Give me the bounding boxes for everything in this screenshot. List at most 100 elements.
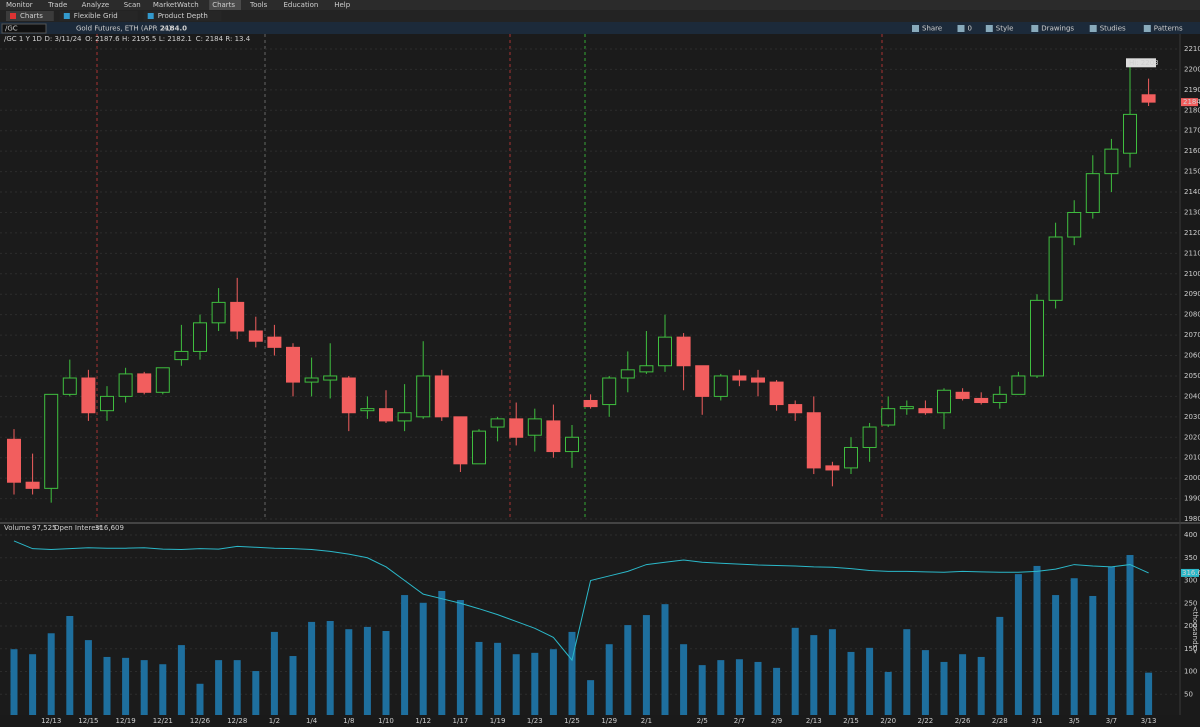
volume-bar	[1089, 595, 1097, 715]
symbol: /GC	[5, 25, 18, 33]
date-label: 1/19	[490, 717, 506, 725]
date-label: 2/22	[918, 717, 934, 725]
volume-bar	[698, 665, 706, 715]
toolbar-icon	[1089, 25, 1097, 32]
menu-item[interactable]: Scan	[124, 1, 141, 9]
volume-bar	[326, 620, 334, 715]
volume-tick-label: 200	[1184, 622, 1197, 630]
tab-icon	[147, 13, 154, 19]
candle-body	[974, 397, 989, 404]
candle-body	[676, 336, 691, 367]
candle-body	[472, 430, 486, 465]
price-tick-label: 2150	[1184, 168, 1200, 176]
volume-tick-label: 350	[1184, 554, 1197, 562]
menu-active	[209, 0, 241, 10]
toolbar-icon	[1031, 25, 1039, 32]
candle-body	[1030, 299, 1044, 377]
candle-body	[658, 336, 672, 367]
candle-body	[713, 375, 728, 397]
header-low: L: 2182.1	[159, 35, 192, 43]
toolbar-button[interactable]: Studies	[1100, 25, 1126, 33]
volume-value: 97,525	[32, 524, 57, 532]
candle-body	[341, 377, 356, 414]
tab[interactable]	[6, 11, 54, 21]
price-tick-label: 2020	[1184, 433, 1200, 441]
open-interest-line	[13, 540, 1149, 662]
volume-bar	[233, 660, 241, 715]
volume-bar	[401, 595, 409, 715]
candle-body	[360, 408, 375, 412]
toolbar-button[interactable]: Drawings	[1041, 25, 1074, 33]
price-tick-label: 2170	[1184, 127, 1200, 135]
oi-tag	[1181, 568, 1199, 577]
candle-body	[1123, 113, 1137, 154]
menu-item[interactable]: Help	[334, 1, 351, 9]
volume-tick-label: 300	[1184, 577, 1197, 585]
candle-body	[955, 391, 970, 399]
toolbar-button[interactable]: Style	[996, 25, 1014, 33]
volume-bar	[456, 600, 464, 715]
date-label: 2/15	[843, 717, 859, 725]
toolbar-button[interactable]: 0	[968, 25, 972, 33]
volume-bar	[642, 615, 650, 715]
toolbar-button[interactable]: Share	[922, 25, 942, 33]
menu-item[interactable]: Trade	[47, 1, 67, 9]
volume-bar	[159, 664, 167, 715]
price-tick-label: 2140	[1184, 188, 1200, 196]
date-label: 12/28	[227, 717, 247, 725]
header-range: R: 13.4	[225, 35, 250, 43]
volume-bar	[1070, 578, 1078, 715]
volume-bar	[345, 629, 353, 715]
oi-title: Open Interest	[54, 524, 102, 532]
date-label: 2/5	[697, 717, 708, 725]
volume-tick-label: 100	[1184, 668, 1197, 676]
volume-bar	[996, 616, 1004, 715]
price-tick-label: 2210	[1184, 45, 1200, 53]
header-date: D: 3/11/24	[45, 35, 83, 43]
price-pane	[0, 34, 1180, 522]
menu-item[interactable]: Monitor	[6, 1, 33, 9]
toolbar-button[interactable]: Patterns	[1154, 25, 1183, 33]
price-tick-label: 2180	[1184, 106, 1200, 114]
volume-bar	[215, 660, 223, 715]
date-label: 2/28	[992, 717, 1008, 725]
menu-item[interactable]: Charts	[212, 1, 235, 9]
volume-bar	[47, 633, 55, 715]
date-label: 1/10	[378, 717, 394, 725]
price-tick-label: 2040	[1184, 392, 1200, 400]
symbol-box[interactable]	[1, 23, 47, 34]
date-label: 12/15	[78, 717, 98, 725]
volume-bar	[680, 644, 688, 715]
candle-body	[211, 301, 226, 324]
date-label: 1/17	[453, 717, 469, 725]
volume-bar	[66, 615, 74, 715]
candle-body	[881, 408, 896, 426]
date-label: 2/13	[806, 717, 822, 725]
menu-item[interactable]: Tools	[249, 1, 268, 9]
header-high: H: 2195.5	[122, 35, 156, 43]
menu-item[interactable]: MarketWatch	[153, 1, 199, 9]
candle-body	[81, 377, 96, 414]
date-label: 3/5	[1069, 717, 1080, 725]
date-label: 2/1	[641, 717, 652, 725]
candle-body	[267, 336, 282, 348]
menu-item[interactable]: Education	[284, 1, 319, 9]
candle-body	[769, 381, 784, 406]
menu-item[interactable]: Analyze	[82, 1, 110, 9]
candle-body	[155, 367, 170, 393]
volume-bar	[1014, 574, 1022, 715]
candle-body	[25, 481, 40, 489]
volume-bar	[1052, 595, 1060, 715]
tab[interactable]	[143, 11, 222, 21]
tab-icon	[63, 13, 70, 19]
volume-bar	[196, 683, 204, 715]
tab[interactable]	[59, 11, 138, 21]
price-tick-label: 2190	[1184, 86, 1200, 94]
candle-body	[174, 350, 189, 361]
volume-bar	[1107, 566, 1115, 715]
candle-body	[565, 436, 579, 453]
candle-body	[546, 420, 561, 453]
header-close: C: 2184	[196, 35, 224, 43]
volume-bar	[735, 659, 743, 715]
candle-body	[193, 322, 207, 352]
